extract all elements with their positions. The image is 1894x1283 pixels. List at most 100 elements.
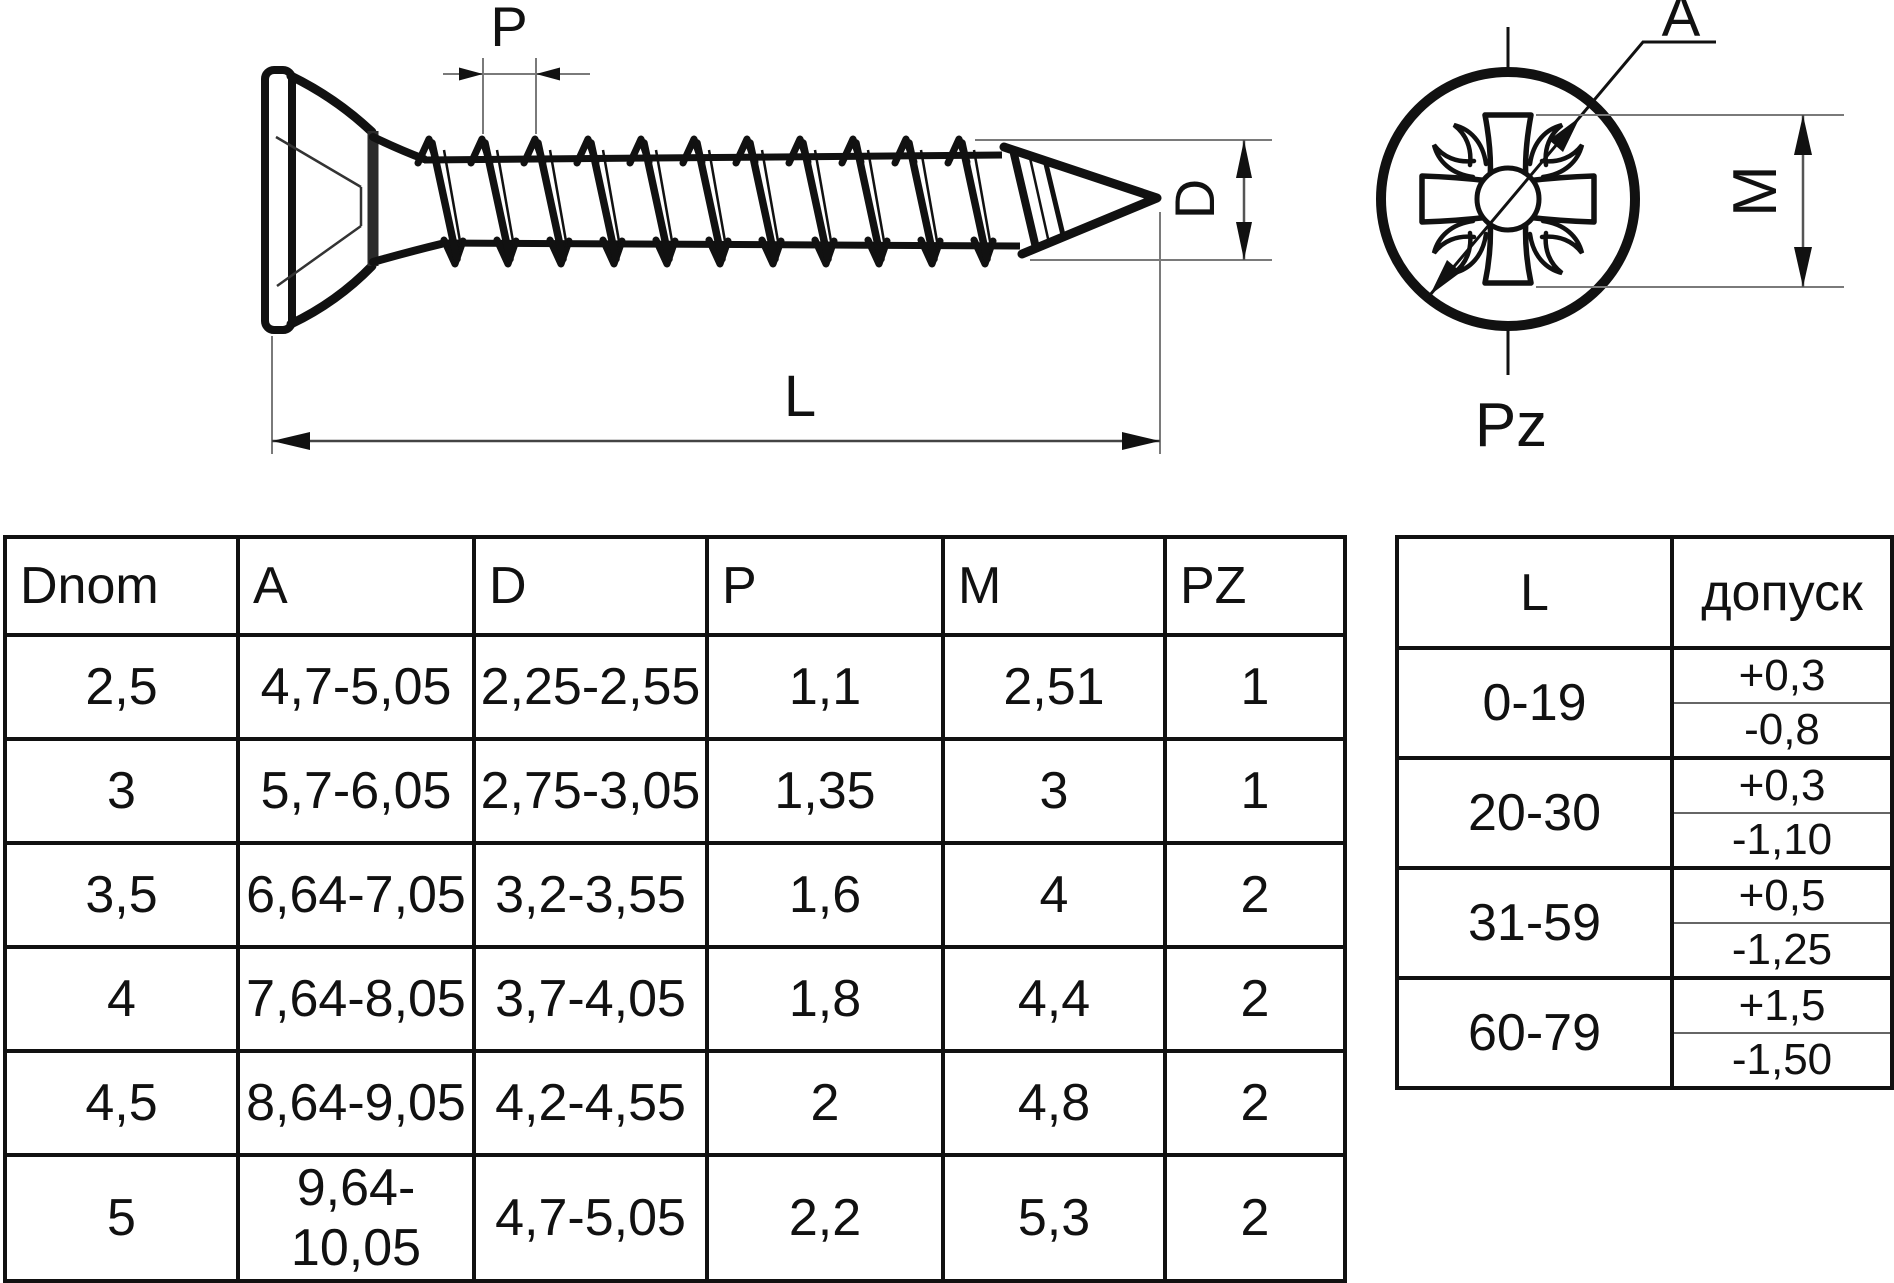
cell-dnom: 4 — [3, 945, 240, 1053]
cell-d: 3,7-4,05 — [472, 945, 709, 1053]
cell-d: 4,2-4,55 — [472, 1049, 709, 1157]
cell-p: 1,1 — [705, 633, 945, 741]
arrow-icon — [1549, 117, 1580, 152]
col-header-a: A — [236, 535, 476, 637]
cell-d: 3,2-3,55 — [472, 841, 709, 949]
tolerance-row: 60-79 +1,5 — [1395, 976, 1894, 1090]
arrow-icon — [1236, 140, 1252, 178]
length-tolerance-table: L допуск 0-19 +0,3 -0,8 20-30 +0,3 -1,10… — [1395, 535, 1894, 1090]
cell-dnom: 5 — [3, 1153, 240, 1283]
cell-pz: 1 — [1163, 633, 1347, 741]
screw-head-end-view: A M Pz — [1376, 0, 1844, 460]
drive-type-label: Pz — [1475, 391, 1547, 460]
cell-tolerance-plus: +0,3 — [1670, 756, 1894, 814]
cell-tolerance-minus: -1,10 — [1670, 812, 1894, 870]
tolerance-row: -1,25 — [1397, 922, 1894, 980]
pitch-label: P — [490, 0, 527, 58]
arrow-icon — [272, 432, 310, 450]
cell-m: 4,4 — [941, 945, 1167, 1053]
col-header-m: M — [941, 535, 1167, 637]
recess-size-label: M — [1721, 165, 1790, 217]
col-header-tolerance: допуск — [1670, 535, 1894, 650]
cell-tolerance-minus: -1,25 — [1670, 922, 1894, 980]
cell-a: 4,7-5,05 — [236, 633, 476, 741]
cell-tolerance-minus: -1,50 — [1670, 1032, 1894, 1090]
cell-d: 2,75-3,05 — [472, 737, 709, 845]
spec-row: 4 7,64-8,05 3,7-4,05 1,8 4,4 2 — [3, 945, 1347, 1053]
screw-side-view: P D L — [261, 0, 1272, 454]
tolerance-row: 20-30 +0,3 — [1395, 756, 1894, 870]
cell-m: 4 — [941, 841, 1167, 949]
cell-m: 4,8 — [941, 1049, 1167, 1157]
cell-d: 4,7-5,05 — [472, 1153, 709, 1283]
cell-m: 2,51 — [941, 633, 1167, 741]
tolerance-row: 31-59 +0,5 — [1395, 866, 1894, 980]
screw-drawing: P D L — [261, 0, 1844, 460]
spec-row: 3,5 6,64-7,05 3,2-3,55 1,6 4 2 — [3, 841, 1347, 949]
spec-row: 3 5,7-6,05 2,75-3,05 1,35 3 1 — [3, 737, 1347, 845]
col-header-d: D — [472, 535, 709, 637]
spec-row: 2,5 4,7-5,05 2,25-2,55 1,1 2,51 1 — [3, 633, 1347, 741]
arrow-icon — [1794, 115, 1812, 155]
cell-dnom: 2,5 — [3, 633, 240, 741]
cell-length-range: 0-19 — [1395, 646, 1674, 760]
cell-pz: 2 — [1163, 1153, 1347, 1283]
dimension-pitch: P — [443, 0, 590, 134]
tolerance-row: 0-19 +0,3 — [1395, 646, 1894, 760]
cell-a: 9,64-10,05 — [236, 1153, 476, 1283]
spec-header-row: Dnom A D P M PZ — [3, 535, 1347, 637]
cell-p: 2,2 — [705, 1153, 945, 1283]
cell-pz: 1 — [1163, 737, 1347, 845]
spec-row: 5 9,64-10,05 4,7-5,05 2,2 5,3 2 — [3, 1153, 1347, 1283]
dimension-recess-size: M — [1536, 114, 1844, 288]
cell-pz: 2 — [1163, 841, 1347, 949]
cell-p: 1,8 — [705, 945, 945, 1053]
cell-tolerance-plus: +1,5 — [1670, 976, 1894, 1034]
col-header-dnom: Dnom — [3, 535, 240, 637]
cell-length-range: 20-30 — [1395, 756, 1674, 870]
cell-d: 2,25-2,55 — [472, 633, 709, 741]
cell-m: 3 — [941, 737, 1167, 845]
cell-tolerance-plus: +0,5 — [1670, 866, 1894, 924]
arrow-icon — [1236, 222, 1252, 260]
dimension-length: L — [271, 212, 1161, 454]
cell-tolerance-minus: -0,8 — [1670, 702, 1894, 760]
screw-spec-table: Dnom A D P M PZ 2,5 4,7-5,05 2,25-2,55 1… — [3, 535, 1347, 1283]
screw-tip — [999, 142, 1162, 259]
cell-a: 7,64-8,05 — [236, 945, 476, 1053]
length-label: L — [784, 364, 816, 429]
diameter-label: D — [1163, 179, 1226, 219]
screw-thread — [418, 139, 1021, 264]
dimension-diameter: D — [975, 139, 1272, 261]
col-header-length: L — [1395, 535, 1674, 650]
cell-p: 1,35 — [705, 737, 945, 845]
tolerance-header-row: L допуск — [1395, 535, 1894, 650]
cell-pz: 2 — [1163, 1049, 1347, 1157]
cell-a: 6,64-7,05 — [236, 841, 476, 949]
technical-drawing-page: P D L — [3, 0, 1894, 1283]
recess-diagonal-label: A — [1662, 0, 1701, 49]
screw-head — [261, 66, 445, 334]
arrow-icon — [1430, 260, 1461, 295]
tolerance-row: -0,8 — [1397, 702, 1894, 760]
tolerance-row: -1,10 — [1397, 812, 1894, 870]
cell-length-range: 31-59 — [1395, 866, 1674, 980]
cell-dnom: 3,5 — [3, 841, 240, 949]
cell-pz: 2 — [1163, 945, 1347, 1053]
cell-tolerance-plus: +0,3 — [1670, 646, 1894, 704]
arrow-icon — [536, 67, 560, 81]
cell-a: 8,64-9,05 — [236, 1049, 476, 1157]
cell-dnom: 4,5 — [3, 1049, 240, 1157]
col-header-pz: PZ — [1163, 535, 1347, 637]
cell-p: 2 — [705, 1049, 945, 1157]
cell-a: 5,7-6,05 — [236, 737, 476, 845]
cell-length-range: 60-79 — [1395, 976, 1674, 1090]
tolerance-row: -1,50 — [1397, 1032, 1894, 1090]
arrow-icon — [459, 67, 483, 81]
cell-m: 5,3 — [941, 1153, 1167, 1283]
col-header-p: P — [705, 535, 945, 637]
cell-dnom: 3 — [3, 737, 240, 845]
arrow-icon — [1122, 432, 1160, 450]
arrow-icon — [1794, 247, 1812, 287]
spec-row: 4,5 8,64-9,05 4,2-4,55 2 4,8 2 — [3, 1049, 1347, 1157]
